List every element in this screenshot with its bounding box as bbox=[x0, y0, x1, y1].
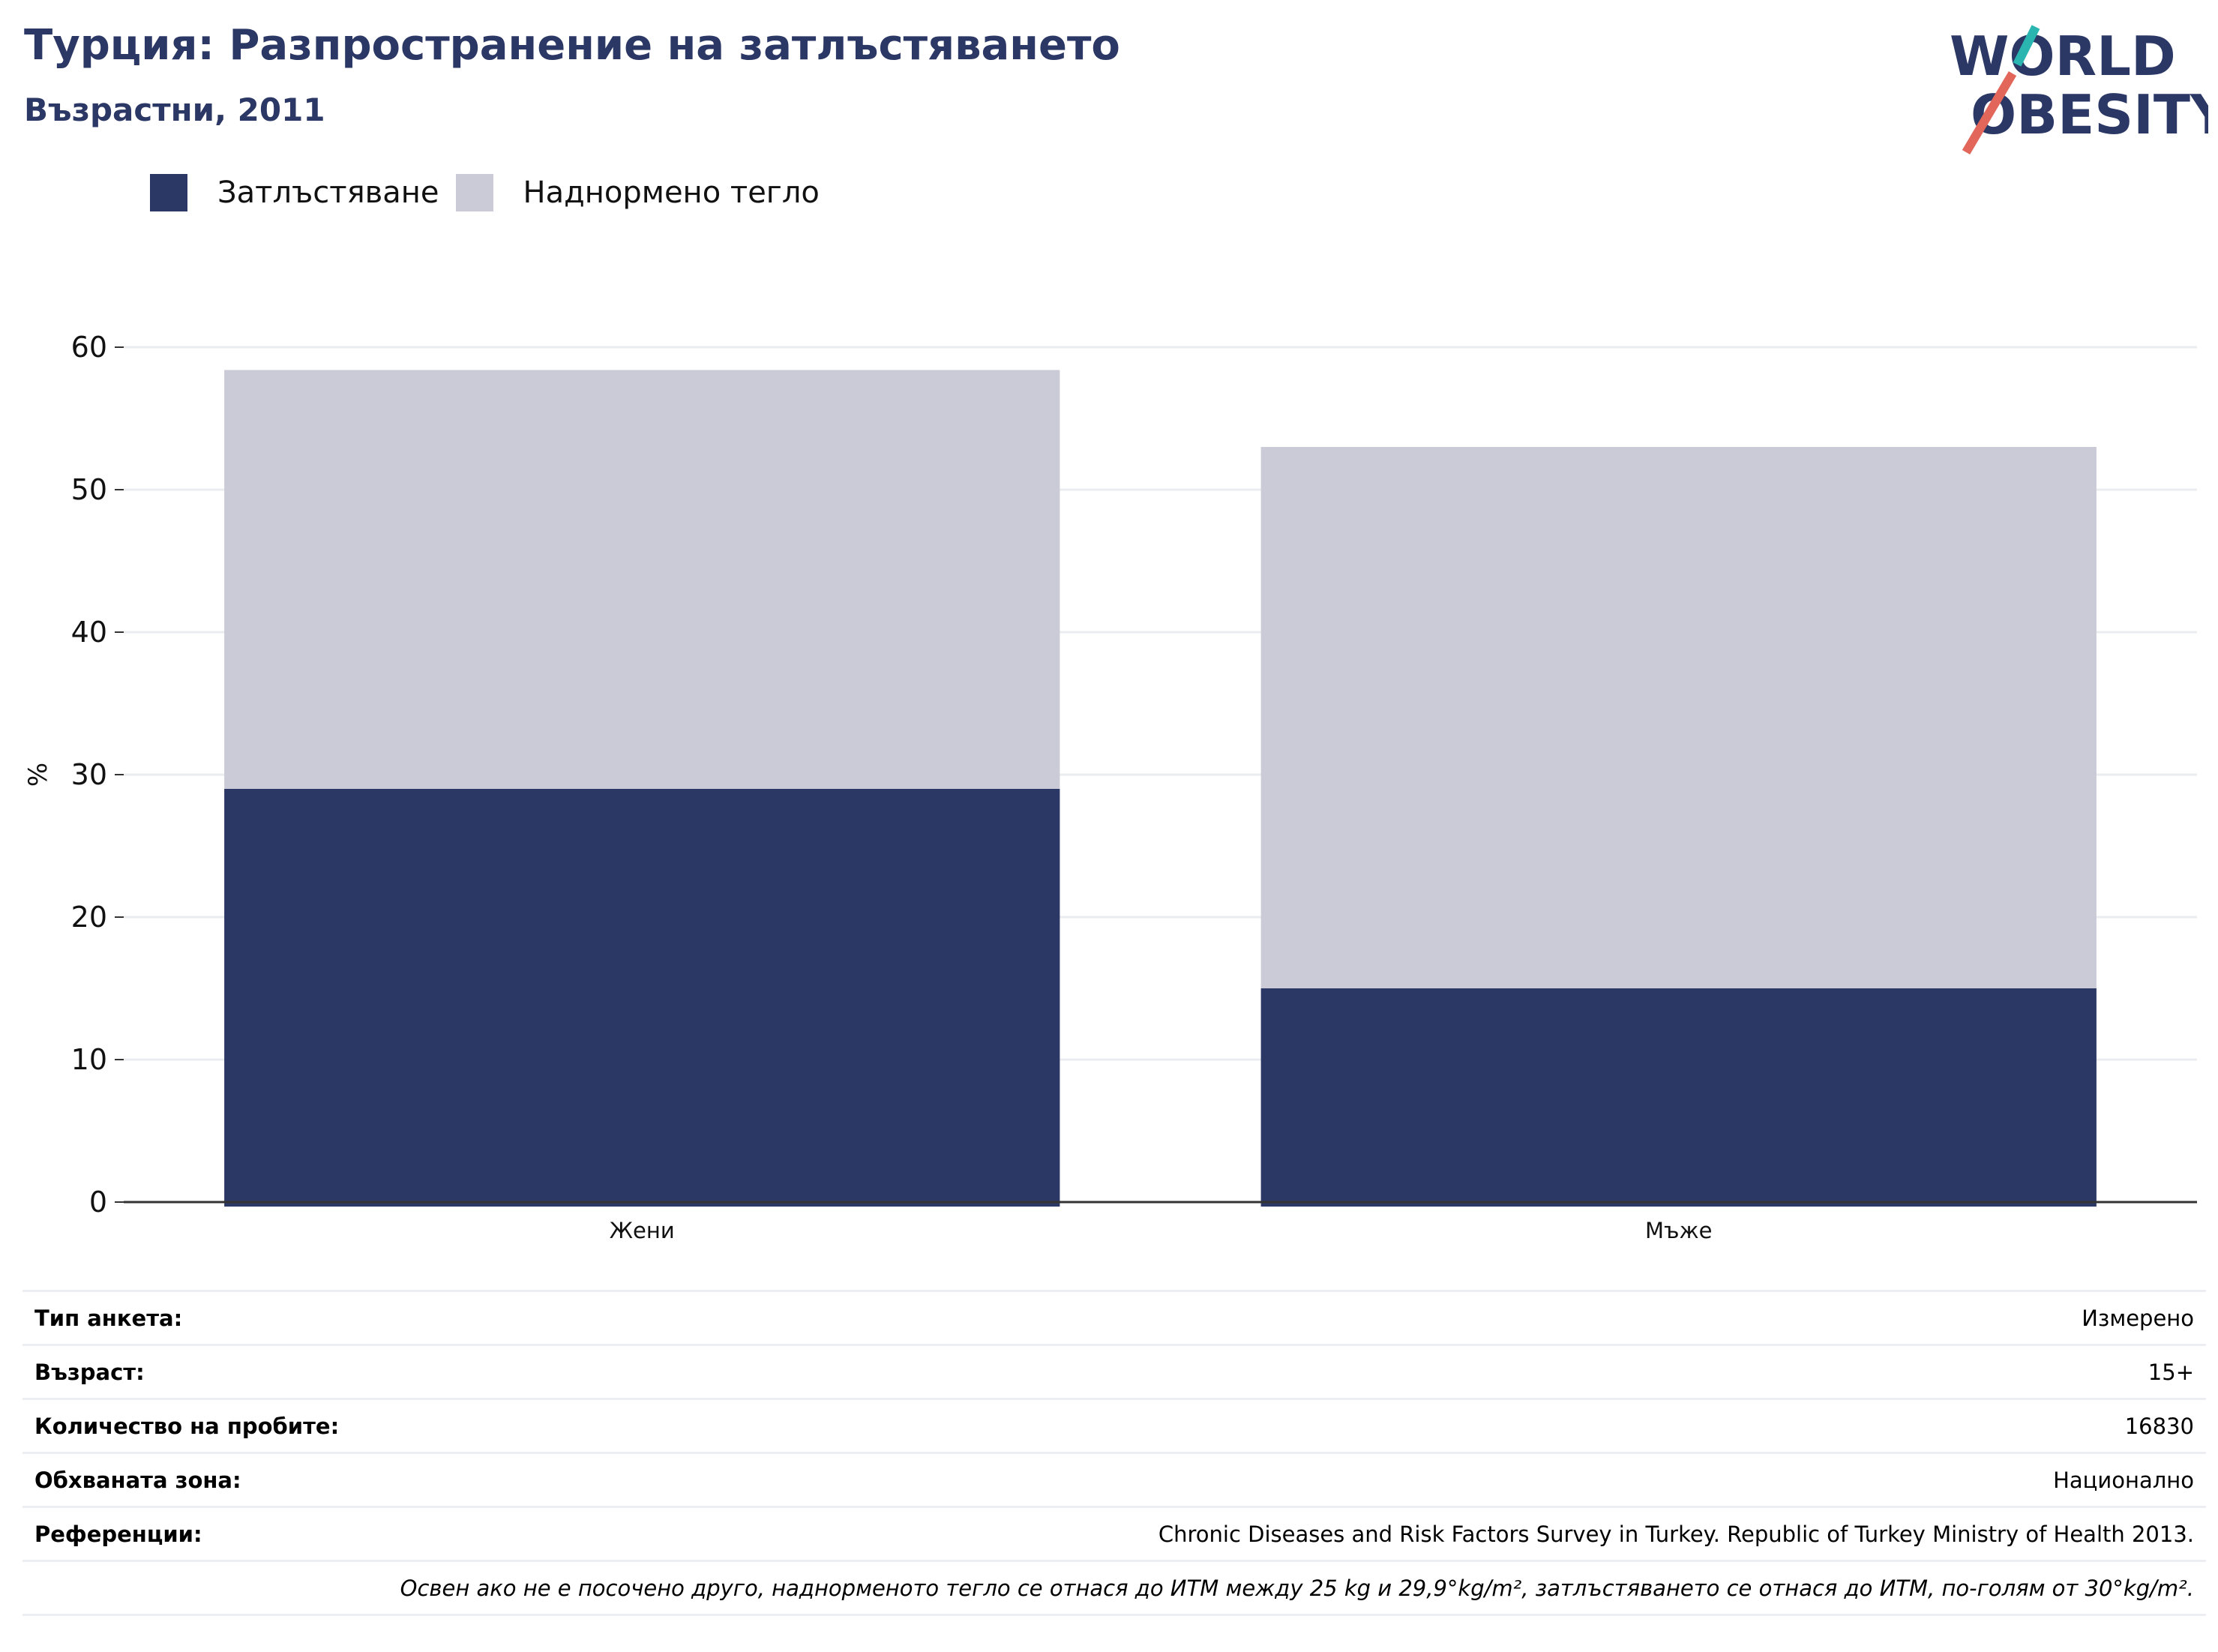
bar-obesity bbox=[1260, 988, 2097, 1207]
world-obesity-logo: WORLD OBESITY bbox=[1950, 25, 2208, 155]
logo-text-world: WORLD bbox=[1950, 25, 2176, 88]
metadata-key: Тип анкета: bbox=[34, 1305, 183, 1331]
y-tick-label: 50 bbox=[71, 473, 107, 506]
metadata-row-references: Референции: Chronic Diseases and Risk Fa… bbox=[22, 1508, 2206, 1562]
y-tick-label: 20 bbox=[71, 901, 107, 934]
metadata-row-survey-type: Тип анкета: Измерено bbox=[22, 1292, 2206, 1346]
y-tick-label: 40 bbox=[71, 616, 107, 649]
chart-legend: Затлъстяване Наднормено тегло bbox=[150, 174, 836, 211]
legend-label-overweight: Наднормено тегло bbox=[523, 175, 820, 210]
bar-obesity bbox=[224, 789, 1060, 1207]
metadata-row-area-covered: Обхваната зона: Национално bbox=[22, 1454, 2206, 1508]
metadata-key: Обхваната зона: bbox=[34, 1467, 241, 1493]
bar-overweight bbox=[224, 370, 1060, 789]
x-tick-label: Жени bbox=[610, 1218, 675, 1243]
y-tick-label: 60 bbox=[71, 331, 107, 364]
survey-metadata-table: Тип анкета: Измерено Възраст: 15+ Количе… bbox=[22, 1290, 2206, 1616]
metadata-value: Национално bbox=[2053, 1467, 2194, 1493]
legend-swatch-overweight bbox=[455, 174, 493, 211]
metadata-value: 16830 bbox=[2124, 1413, 2194, 1439]
logo-slash-coral bbox=[1962, 70, 2017, 155]
y-tick-label: 0 bbox=[89, 1186, 107, 1219]
metadata-row-sample-size: Количество на пробите: 16830 bbox=[22, 1400, 2206, 1454]
y-tick-label: 30 bbox=[71, 758, 107, 791]
bar-overweight bbox=[1260, 447, 2097, 988]
bmi-definition-footnote: Освен ако не е посочено друго, наднормен… bbox=[22, 1562, 2206, 1616]
metadata-value: 15+ bbox=[2148, 1359, 2194, 1385]
metadata-value: Chronic Diseases and Risk Factors Survey… bbox=[1158, 1521, 2194, 1547]
legend-item-obesity[interactable]: Затлъстяване bbox=[150, 174, 439, 211]
chart-subtitle: Възрастни, 2011 bbox=[24, 91, 325, 128]
legend-label-obesity: Затлъстяване bbox=[217, 175, 439, 210]
metadata-key: Възраст: bbox=[34, 1359, 145, 1385]
stacked-bar-chart: 0 10 20 30 40 50 60% Жени Мъже bbox=[23, 331, 2197, 1243]
legend-item-overweight[interactable]: Наднормено тегло bbox=[455, 174, 820, 211]
metadata-row-age: Възраст: 15+ bbox=[22, 1346, 2206, 1400]
y-axis-label: % bbox=[23, 763, 53, 787]
x-tick-label: Мъже bbox=[1645, 1218, 1712, 1243]
metadata-value: Измерено bbox=[2082, 1305, 2194, 1331]
y-tick-label: 10 bbox=[71, 1043, 107, 1076]
chart-title: Турция: Разпространение на затлъстяванет… bbox=[24, 21, 1120, 70]
legend-swatch-obesity bbox=[150, 174, 187, 211]
metadata-key: Количество на пробите: bbox=[34, 1413, 340, 1439]
logo-slash-teal bbox=[2013, 25, 2040, 67]
metadata-key: Референции: bbox=[34, 1521, 202, 1547]
logo-text-obesity: OBESITY bbox=[1971, 83, 2208, 146]
